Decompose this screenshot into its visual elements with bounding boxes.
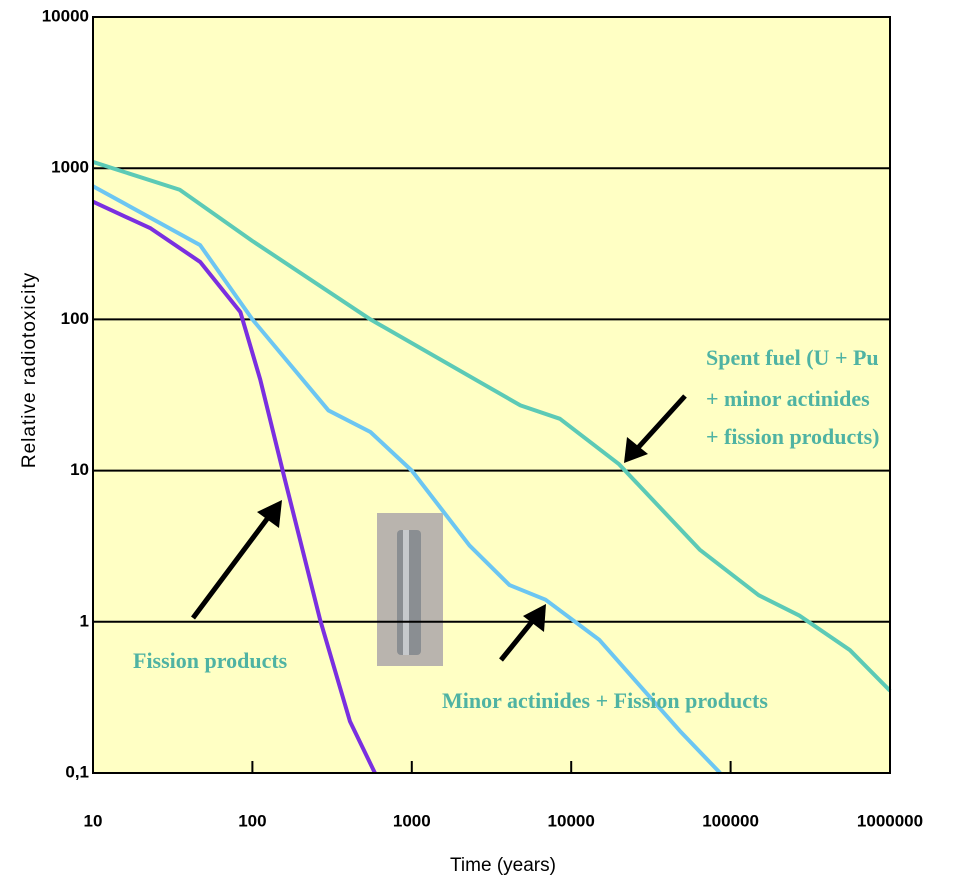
series-line <box>92 199 377 774</box>
plot-background <box>93 17 890 773</box>
series-line <box>92 184 722 775</box>
annotation: Minor actinides + Fission products <box>442 688 768 713</box>
x-axis-label: Time (years) <box>450 855 556 876</box>
x-tick-label: 1000000 <box>857 811 923 830</box>
y-tick-label: 100 <box>61 309 89 328</box>
series-line <box>92 160 892 693</box>
annotation: + fission products) <box>706 424 880 449</box>
x-tick-label: 10 <box>84 811 103 830</box>
y-tick-label: 1000 <box>51 158 89 177</box>
photo <box>377 513 443 666</box>
annotation: Spent fuel (U + Pu <box>706 345 879 370</box>
annotation: Fission products <box>133 648 288 673</box>
plot-frame <box>92 16 891 774</box>
x-tick-label: 100 <box>238 811 266 830</box>
x-tick-label: 10000 <box>548 811 595 830</box>
y-axis-label: Relative radiotoxicity <box>19 272 40 468</box>
arrows <box>190 394 687 662</box>
y-tick-label: 0,1 <box>65 762 89 781</box>
x-tick-label: 1000 <box>393 811 431 830</box>
x-tick-label: 100000 <box>702 811 759 830</box>
y-tick-label: 10000 <box>42 6 89 25</box>
y-tick-label: 10 <box>70 460 89 479</box>
y-tick-label: 1 <box>80 611 89 630</box>
annotation: + minor actinides <box>706 386 870 411</box>
